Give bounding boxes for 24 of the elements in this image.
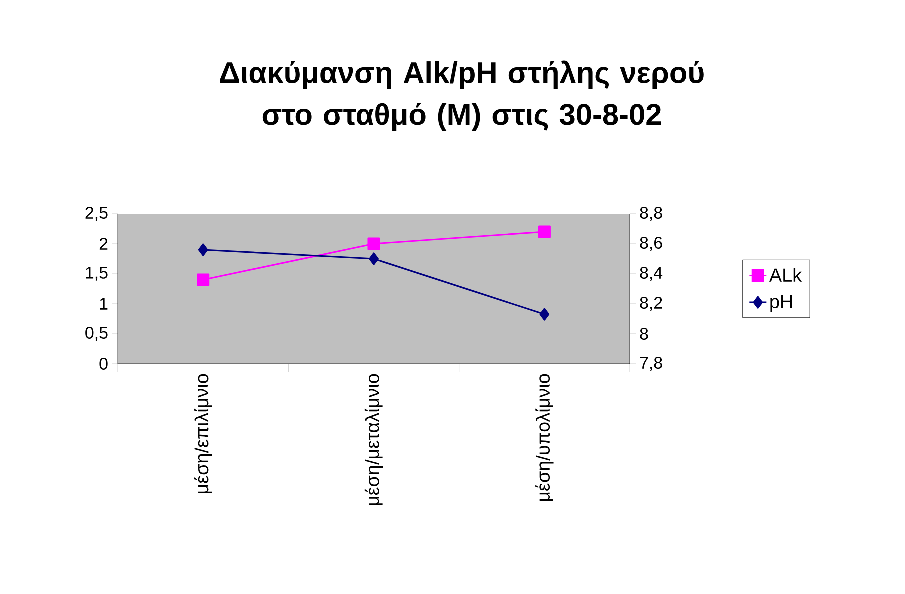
x-tick-label: μέση/επιλίμνιο [194, 374, 212, 494]
y2-tick-label: 8 [640, 328, 648, 340]
y2-tick-label: 8,8 [640, 207, 662, 221]
y-tick-label: 0,5 [86, 327, 108, 341]
point [368, 238, 380, 250]
point [538, 226, 551, 238]
y2-tick-label: 8,4 [640, 267, 663, 281]
y-tick-label: 1,5 [86, 267, 108, 281]
y2-tick-label: 7,8 [640, 357, 662, 371]
chart-title: Διακύμανση Alk/pH στήλης νερού στο σταθμό (Μ) στις 30-8-02 [220, 60, 704, 132]
point [198, 244, 208, 256]
point [197, 274, 210, 286]
y-tick-label: 0 [100, 358, 108, 370]
y-tick-label: 2,5 [86, 207, 108, 221]
y-tick-label: 1 [100, 298, 108, 310]
y-tick-label: 2 [100, 238, 108, 250]
y2-tick-label: 8,6 [640, 237, 662, 251]
y2-tick-label: 8,2 [640, 297, 662, 311]
x-tick-label: μέση/υπολίμνιο [536, 374, 554, 502]
x-tick-label: μέση/μεταλίμνιο [364, 374, 384, 506]
legend-label: ALk [769, 268, 802, 282]
legend-label: pH [770, 295, 792, 312]
point [540, 308, 550, 321]
point [369, 252, 379, 266]
